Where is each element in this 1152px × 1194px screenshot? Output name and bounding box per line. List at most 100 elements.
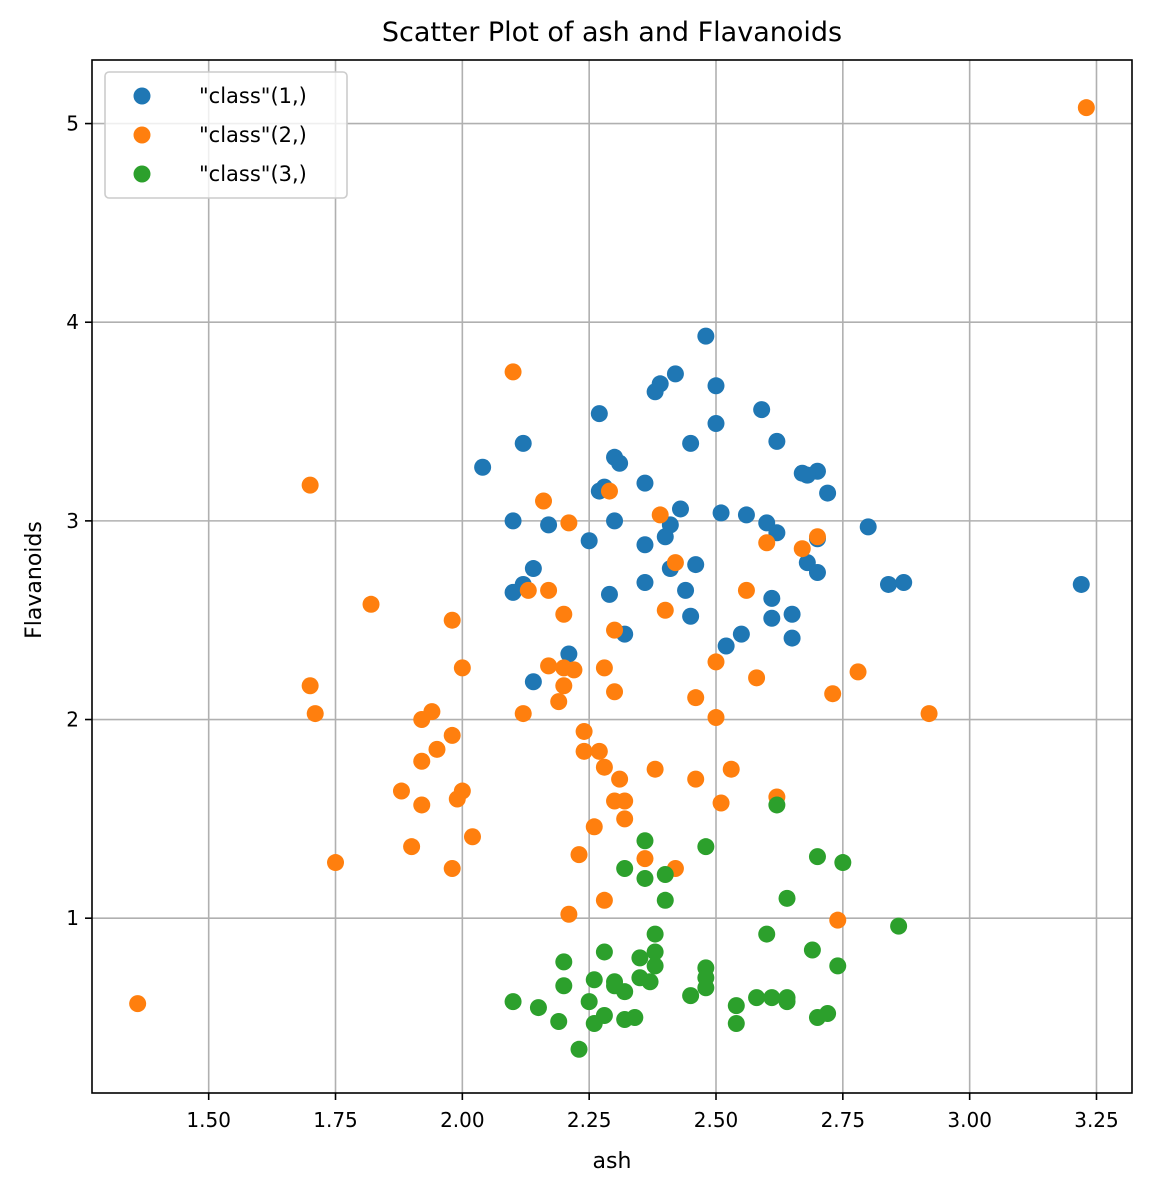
legend-marker (133, 126, 151, 144)
data-point (824, 685, 842, 703)
data-point (600, 585, 618, 603)
data-point (585, 1014, 603, 1032)
data-point (920, 705, 938, 723)
data-point (834, 854, 852, 872)
data-point (748, 989, 766, 1007)
x-tick-label: 3.25 (1074, 1108, 1119, 1132)
data-point (677, 581, 695, 599)
series-2 (129, 99, 1095, 1013)
data-point (560, 514, 578, 532)
legend-label: "class"(1,) (199, 84, 307, 108)
data-point (768, 432, 786, 450)
data-point (524, 560, 542, 578)
data-point (722, 760, 740, 778)
data-point (763, 609, 781, 627)
data-point (413, 711, 431, 729)
x-tick-label: 1.75 (313, 1108, 358, 1132)
data-point (362, 595, 380, 613)
data-point (580, 993, 598, 1011)
legend-label: "class"(3,) (199, 162, 307, 186)
data-point (540, 657, 558, 675)
data-point (504, 512, 522, 530)
data-point (753, 401, 771, 419)
data-point (737, 581, 755, 599)
axis-ticks: 1.50 1.75 2.00 2.25 2.50 2.75 3.00 3.25 1 2 3 4 5 (66, 112, 1118, 1132)
data-point (768, 796, 786, 814)
data-point (514, 434, 532, 452)
data-point (666, 554, 684, 572)
data-point (540, 581, 558, 599)
data-point (717, 637, 735, 655)
data-point (560, 905, 578, 923)
data-point (697, 979, 715, 997)
data-point (550, 693, 568, 711)
data-point (453, 659, 471, 677)
data-point (656, 865, 674, 883)
data-point (783, 605, 801, 623)
data-point (727, 997, 745, 1015)
data-point (585, 818, 603, 836)
data-point (808, 848, 826, 866)
legend: "class"(1,) "class"(2,) "class"(3,) (104, 71, 348, 199)
data-point (129, 995, 147, 1013)
data-point (504, 583, 522, 601)
data-point (778, 889, 796, 907)
data-point (895, 573, 913, 591)
data-point (783, 629, 801, 647)
y-tick-label: 1 (66, 906, 79, 930)
data-point (829, 911, 847, 929)
data-point (636, 536, 654, 554)
data-point (890, 917, 908, 935)
plot-frame (91, 59, 1133, 1094)
data-point (595, 659, 613, 677)
data-point (606, 621, 624, 639)
data-point (697, 838, 715, 856)
data-point (540, 516, 558, 534)
data-point (555, 953, 573, 971)
data-point (763, 989, 781, 1007)
data-point (606, 512, 624, 530)
x-tick-label: 2.00 (440, 1108, 485, 1132)
data-point (504, 363, 522, 381)
data-point (626, 1009, 644, 1027)
data-point (687, 770, 705, 788)
data-point (758, 534, 776, 552)
y-axis-label: Flavanoids (22, 521, 47, 639)
data-point (737, 506, 755, 524)
data-point (808, 528, 826, 546)
legend-label: "class"(2,) (199, 123, 307, 147)
data-point (682, 434, 700, 452)
data-point (712, 794, 730, 812)
data-point (616, 983, 634, 1001)
data-points (129, 99, 1095, 1058)
data-point (778, 993, 796, 1011)
chart-title: Scatter Plot of ash and Flavanoids (382, 17, 842, 48)
y-tick-label: 3 (66, 509, 79, 533)
data-point (707, 709, 725, 727)
data-point (403, 838, 421, 856)
data-point (687, 689, 705, 707)
data-point (301, 677, 319, 695)
legend-marker (133, 165, 151, 183)
data-point (1072, 575, 1090, 593)
x-tick-label: 2.25 (567, 1108, 612, 1132)
data-point (611, 770, 629, 788)
data-point (580, 532, 598, 550)
grid-lines (92, 60, 1132, 1093)
data-point (849, 663, 867, 681)
x-tick-label: 2.50 (694, 1108, 739, 1132)
data-point (514, 705, 532, 723)
x-axis-label: ash (593, 1149, 632, 1174)
data-point (803, 941, 821, 959)
data-point (306, 705, 324, 723)
data-point (443, 726, 461, 744)
data-point (585, 971, 603, 989)
data-point (671, 500, 689, 518)
data-point (519, 581, 537, 599)
legend-marker (133, 87, 151, 105)
data-point (763, 589, 781, 607)
data-point (595, 758, 613, 776)
series-1 (474, 327, 1090, 691)
data-point (732, 625, 750, 643)
